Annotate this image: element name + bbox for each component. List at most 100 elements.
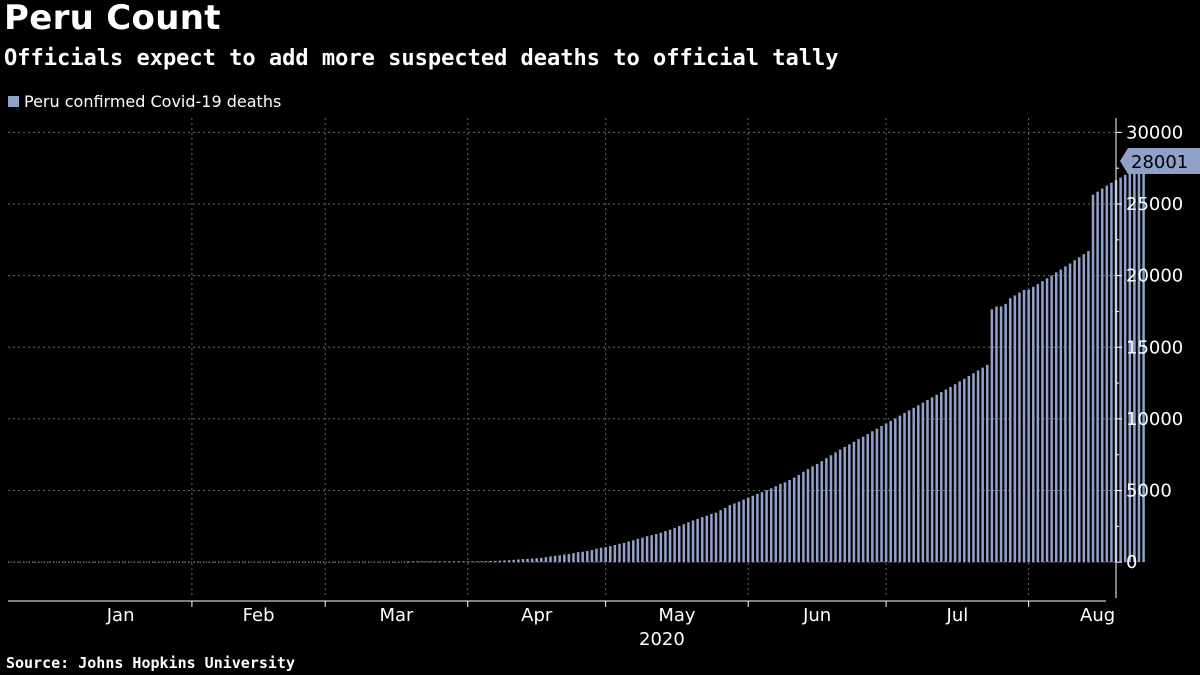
bar xyxy=(498,560,502,563)
last-value-tag xyxy=(1120,147,1200,174)
bar xyxy=(425,561,428,563)
bar xyxy=(650,535,653,563)
bar xyxy=(940,392,943,563)
bar xyxy=(1036,284,1040,563)
bar xyxy=(894,418,897,563)
bar xyxy=(802,471,805,563)
x-tick-label: Jun xyxy=(802,605,831,626)
bar xyxy=(1077,257,1081,563)
bar xyxy=(760,492,764,563)
bar xyxy=(930,397,934,563)
bar xyxy=(466,561,470,563)
bar xyxy=(471,561,474,563)
bar xyxy=(1096,191,1099,563)
bar xyxy=(792,477,796,563)
bar xyxy=(719,510,722,563)
bar xyxy=(843,446,847,563)
bar xyxy=(972,373,975,563)
bar xyxy=(480,561,483,563)
x-tick-label: Feb xyxy=(243,605,275,626)
bar xyxy=(484,561,488,563)
y-tick-label: 25000 xyxy=(1126,194,1183,215)
bar xyxy=(517,559,520,563)
y-tick-label: 30000 xyxy=(1126,122,1183,143)
bar xyxy=(774,486,778,563)
x-tick-label: May xyxy=(658,605,696,626)
bar xyxy=(475,561,479,563)
bar xyxy=(1018,292,1021,563)
bar xyxy=(733,503,736,563)
x-tick-label: Jan xyxy=(106,605,135,626)
bar xyxy=(452,561,456,563)
bar xyxy=(641,537,644,563)
bar xyxy=(521,559,525,563)
legend-swatch xyxy=(8,96,19,107)
bar xyxy=(852,441,856,563)
bar xyxy=(415,561,419,563)
bar xyxy=(765,490,768,563)
bar xyxy=(779,483,782,563)
bar xyxy=(659,532,663,563)
bar xyxy=(586,550,589,563)
bar xyxy=(756,493,759,563)
bar xyxy=(986,364,989,563)
bar xyxy=(581,551,584,563)
bar xyxy=(673,527,676,563)
bar xyxy=(944,389,948,563)
bar xyxy=(1110,182,1113,563)
bar xyxy=(1027,289,1030,563)
bar xyxy=(866,434,869,563)
x-tick-label: Apr xyxy=(521,605,553,626)
bar xyxy=(963,378,966,563)
y-tick-label: 15000 xyxy=(1126,337,1183,358)
bar xyxy=(668,529,672,563)
bar xyxy=(912,407,915,563)
bar xyxy=(1091,194,1095,563)
bar xyxy=(788,479,791,563)
bar xyxy=(1008,298,1012,563)
bar xyxy=(917,405,920,563)
bar xyxy=(1082,254,1086,563)
bar xyxy=(636,538,640,563)
bar xyxy=(691,520,695,563)
bar xyxy=(1073,260,1076,563)
bar xyxy=(990,309,994,563)
x-tick-label: Mar xyxy=(380,605,415,626)
bar xyxy=(746,497,750,563)
bar xyxy=(420,561,424,563)
bar xyxy=(613,544,617,563)
bar xyxy=(958,381,961,563)
bar xyxy=(576,552,580,563)
bar xyxy=(1054,272,1058,563)
y-tick-label: 5000 xyxy=(1126,481,1172,502)
bar xyxy=(714,512,718,563)
bar xyxy=(489,560,493,563)
bar xyxy=(1004,303,1007,563)
bar xyxy=(811,466,814,563)
y-tick-label: 20000 xyxy=(1126,266,1183,287)
bar xyxy=(609,546,612,563)
bar xyxy=(926,400,929,563)
legend-label: Peru confirmed Covid-19 deaths xyxy=(24,92,282,111)
bar xyxy=(710,513,713,563)
bar xyxy=(949,386,952,563)
bar xyxy=(682,524,686,563)
bar xyxy=(645,536,649,563)
bar xyxy=(875,428,879,563)
bar xyxy=(540,557,543,563)
bar xyxy=(907,410,911,563)
bar xyxy=(535,558,538,563)
bar xyxy=(696,518,699,563)
y-tick-label: 10000 xyxy=(1126,409,1183,430)
bar xyxy=(1045,278,1049,563)
bar xyxy=(921,402,925,563)
bar xyxy=(898,415,902,563)
x-tick-label: Aug xyxy=(1080,605,1115,626)
bar xyxy=(769,488,773,563)
bar xyxy=(705,515,709,563)
bar xyxy=(1068,263,1072,563)
bar xyxy=(953,384,957,563)
bar xyxy=(507,560,511,563)
bar xyxy=(1119,177,1122,563)
